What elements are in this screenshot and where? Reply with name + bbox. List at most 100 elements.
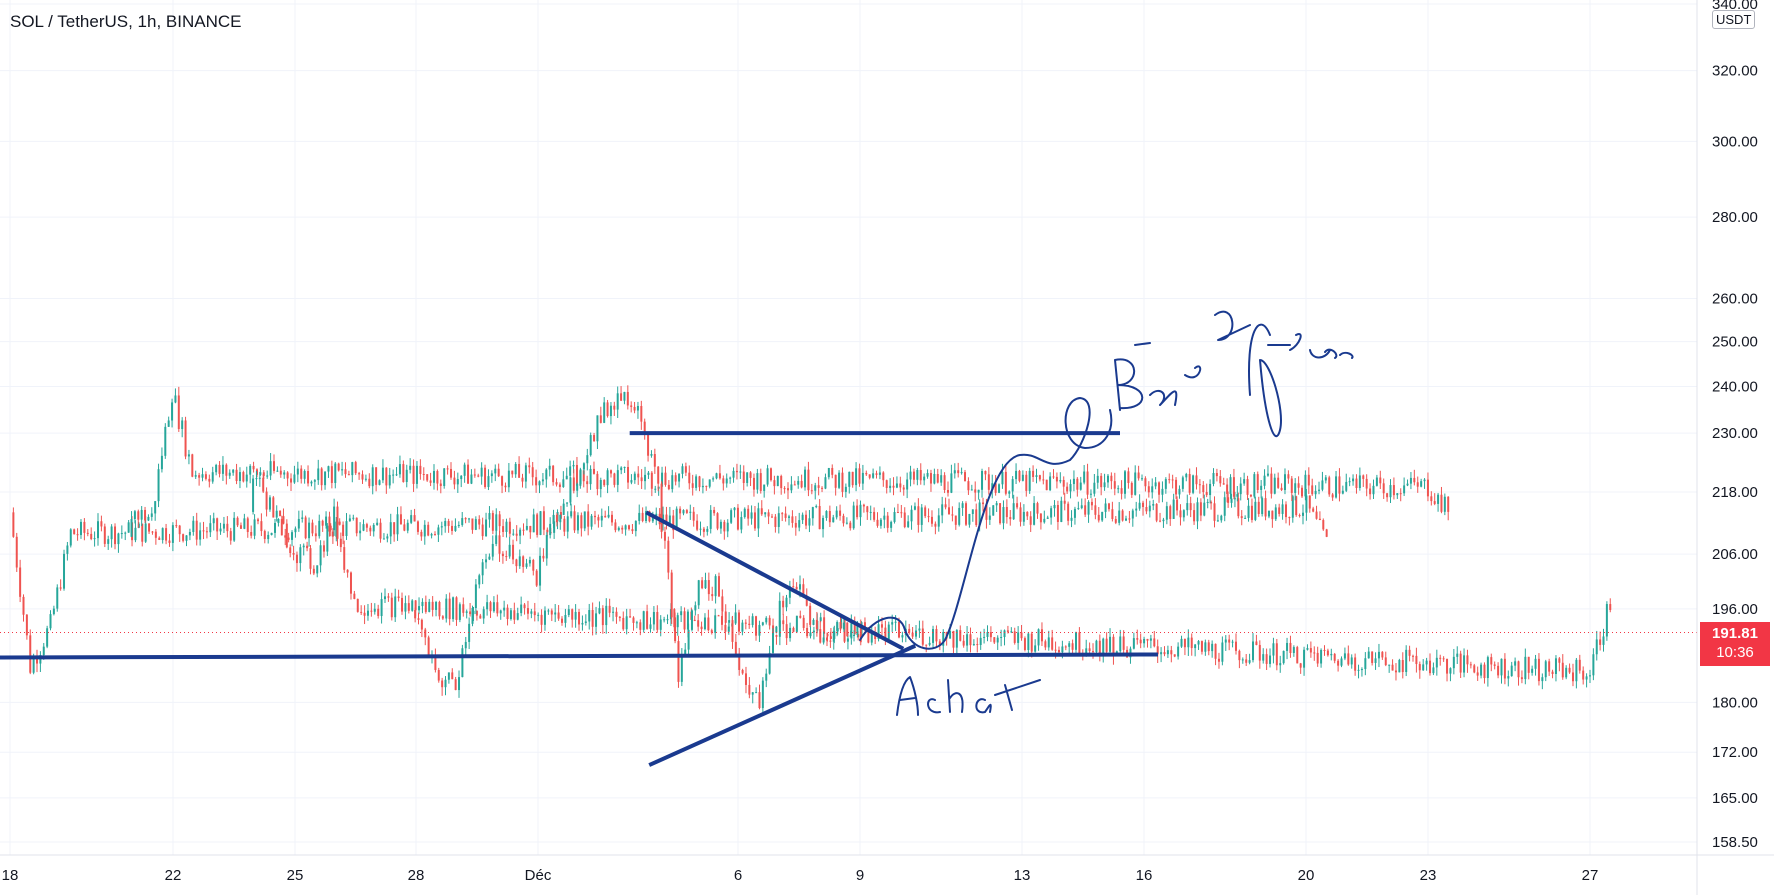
candle <box>338 518 341 526</box>
candle <box>1206 498 1209 509</box>
candle <box>842 617 845 632</box>
candle <box>290 473 293 491</box>
support-line[interactable] <box>0 652 1159 660</box>
candle <box>337 462 340 472</box>
candle <box>120 525 123 539</box>
candle <box>503 600 506 617</box>
candle <box>590 514 593 530</box>
candle <box>566 502 569 507</box>
candle <box>394 588 397 622</box>
candle <box>243 513 246 530</box>
candle <box>1067 501 1070 526</box>
x-tick-label: 27 <box>1582 867 1599 884</box>
candle <box>815 504 818 509</box>
candle <box>1324 475 1327 484</box>
candle <box>451 668 454 680</box>
candle <box>565 467 568 480</box>
candle <box>1568 663 1571 674</box>
candle <box>736 504 739 531</box>
triangle-lower-line[interactable] <box>648 643 917 767</box>
candle <box>878 466 881 480</box>
candle <box>1253 472 1256 499</box>
candle <box>690 609 693 632</box>
candle <box>1097 507 1100 523</box>
candle <box>1182 509 1185 522</box>
candle <box>849 520 852 531</box>
candle <box>225 463 228 485</box>
candle <box>316 565 319 578</box>
candle <box>499 609 502 620</box>
candle <box>255 471 258 486</box>
candle <box>403 519 406 532</box>
candle <box>674 472 677 486</box>
candle <box>1263 469 1266 490</box>
candle <box>369 525 372 536</box>
candle <box>522 523 525 536</box>
currency-badge[interactable]: USDT <box>1712 10 1756 29</box>
candle <box>738 647 741 676</box>
candle <box>1017 626 1020 650</box>
candle <box>1106 473 1109 488</box>
candle <box>649 617 652 633</box>
candle <box>916 467 919 486</box>
candle <box>191 453 194 478</box>
candle <box>858 463 861 487</box>
candle <box>1156 639 1159 664</box>
candle <box>1473 663 1476 674</box>
candle <box>1578 654 1581 674</box>
candle <box>300 465 303 484</box>
candle <box>829 631 832 648</box>
candle <box>573 505 576 533</box>
candle <box>286 471 289 487</box>
candle <box>1022 504 1025 526</box>
candle <box>744 619 747 630</box>
candle <box>411 599 414 612</box>
candle <box>464 636 467 656</box>
candle <box>1399 488 1402 502</box>
candle <box>593 432 596 442</box>
x-tick-label: 9 <box>856 867 864 884</box>
candle <box>66 541 69 561</box>
candle <box>780 474 783 495</box>
candle <box>1012 494 1015 520</box>
candle <box>1210 500 1213 510</box>
candle <box>441 615 444 620</box>
candle <box>1297 476 1300 495</box>
candle <box>1262 648 1265 664</box>
candle <box>943 472 946 494</box>
candle <box>482 606 485 624</box>
candle <box>721 589 724 618</box>
candle <box>154 500 157 521</box>
candle <box>564 608 567 628</box>
candle <box>330 460 333 489</box>
candle <box>1168 473 1171 484</box>
candle <box>1137 465 1140 481</box>
candle <box>1164 477 1167 494</box>
candle <box>262 474 265 494</box>
candle <box>385 467 388 494</box>
candle <box>388 467 391 489</box>
candle <box>588 603 591 630</box>
candle <box>609 402 612 425</box>
candle <box>1296 645 1299 664</box>
candle <box>841 467 844 498</box>
candle <box>995 500 998 512</box>
triangle-upper-line[interactable] <box>645 510 905 651</box>
candle <box>896 503 899 514</box>
candle <box>377 604 380 619</box>
candle <box>160 447 163 473</box>
candle <box>1307 467 1310 494</box>
candle <box>909 465 912 487</box>
candle <box>800 474 803 489</box>
candle <box>309 545 312 575</box>
candle <box>22 594 25 622</box>
candle <box>310 480 313 487</box>
candle <box>293 465 296 484</box>
candle <box>901 631 904 643</box>
candle <box>666 614 669 625</box>
candle <box>983 628 986 644</box>
candle <box>713 506 716 516</box>
candle <box>630 474 633 485</box>
